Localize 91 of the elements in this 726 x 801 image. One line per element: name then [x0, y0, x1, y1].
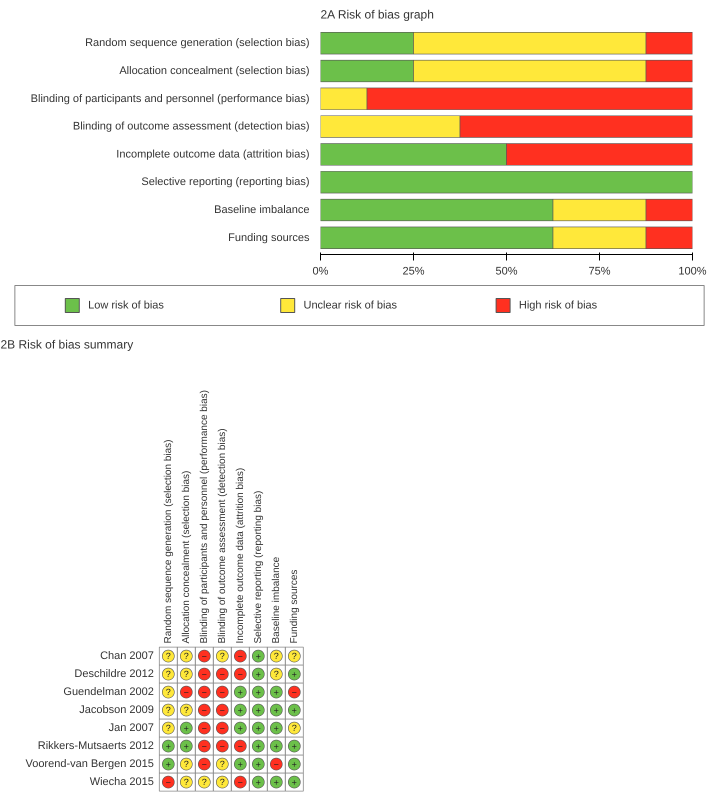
y-tick-label: Wiecha 2015	[90, 776, 154, 788]
text: −	[274, 760, 279, 770]
legend-label: Unclear risk of bias	[303, 300, 398, 312]
x-tick-label: 100%	[678, 266, 707, 278]
text: +	[274, 724, 279, 734]
text: −	[238, 742, 243, 752]
text: ?	[166, 687, 171, 698]
y-tick-label: Selective reporting (reporting bias)	[141, 176, 310, 188]
text: −	[238, 652, 243, 662]
text: +	[292, 742, 297, 752]
text: +	[256, 688, 261, 698]
text: +	[274, 742, 279, 752]
text: −	[220, 688, 225, 698]
text: ?	[166, 651, 171, 662]
text: ?	[220, 777, 225, 788]
text: ?	[184, 705, 189, 716]
chart-title: 2A Risk of bias graph	[320, 8, 434, 22]
text: −	[220, 742, 225, 752]
y-tick-label: Allocation concealment (selection bias)	[119, 64, 310, 77]
y-tick-label: Deschildre 2012	[74, 668, 154, 680]
y-tick-label: Rikkers-Mutsaerts 2012	[38, 740, 154, 752]
text: ?	[184, 669, 189, 680]
text: −	[202, 706, 207, 716]
text: ?	[274, 669, 279, 680]
y-tick-label: Blinding of participants and personnel (performance bias)	[30, 92, 310, 105]
text: +	[256, 742, 261, 752]
text: −	[202, 652, 207, 662]
text: −	[166, 778, 171, 788]
text: +	[256, 652, 261, 662]
y-tick-label: Guendelman 2002	[63, 686, 154, 698]
legend-label: Low risk of bias	[88, 300, 164, 312]
y-tick-label: Blinding of outcome assessment (detection bias)	[72, 120, 310, 133]
y-tick-label: Chan 2007	[100, 650, 154, 662]
y-tick-label: Incomplete outcome data (attrition bias)	[116, 148, 310, 160]
text: +	[292, 778, 297, 788]
text: −	[202, 724, 207, 734]
x-tick-label: 25%	[402, 266, 425, 278]
text: +	[256, 778, 261, 788]
text: ?	[274, 651, 279, 662]
text: −	[202, 670, 207, 680]
text: ?	[202, 777, 207, 788]
text: −	[238, 778, 243, 788]
text: −	[184, 688, 189, 698]
text: ?	[166, 723, 171, 734]
text: +	[274, 706, 279, 716]
text: +	[184, 742, 189, 752]
text: ?	[292, 651, 297, 662]
text: +	[274, 688, 279, 698]
text: ?	[184, 651, 189, 662]
text: −	[202, 760, 207, 770]
text: ?	[184, 759, 189, 770]
text: +	[238, 760, 243, 770]
y-tick-label: Funding sources	[228, 232, 310, 244]
text: −	[238, 670, 243, 680]
legend-label: High risk of bias	[518, 300, 598, 312]
x-tick-label: 0%	[312, 266, 329, 278]
text: −	[202, 742, 207, 752]
text: ?	[220, 759, 225, 770]
text: ?	[220, 651, 225, 662]
x-tick-label: 75%	[588, 266, 611, 278]
text: ?	[184, 777, 189, 788]
y-tick-label: Jacobson 2009	[79, 704, 154, 716]
y-tick-label: Voorend-van Bergen 2015	[25, 758, 154, 770]
text: +	[256, 724, 261, 734]
text: ?	[166, 705, 171, 716]
text: −	[220, 724, 225, 734]
text: −	[220, 670, 225, 680]
text: +	[184, 724, 189, 734]
text: ?	[166, 669, 171, 680]
text: +	[238, 706, 243, 716]
text: +	[238, 724, 243, 734]
text: +	[238, 688, 243, 698]
text: +	[166, 742, 171, 752]
text: +	[292, 670, 297, 680]
x-tick-label: 50%	[495, 266, 518, 278]
chart-title: 2B Risk of bias summary	[0, 338, 134, 352]
text: +	[292, 706, 297, 716]
text: +	[274, 778, 279, 788]
text: −	[292, 688, 297, 698]
text: +	[292, 760, 297, 770]
text: +	[256, 760, 261, 770]
text: ?	[292, 723, 297, 734]
bar	[320, 171, 692, 194]
text: −	[220, 706, 225, 716]
y-tick-label: Baseline imbalance	[214, 204, 310, 216]
text: +	[256, 706, 261, 716]
text: +	[166, 760, 171, 770]
y-tick-label: Random sequence generation (selection bias)	[85, 37, 310, 50]
y-tick-label: Jan 2007	[108, 722, 154, 734]
text: −	[202, 688, 207, 698]
text: +	[256, 670, 261, 680]
